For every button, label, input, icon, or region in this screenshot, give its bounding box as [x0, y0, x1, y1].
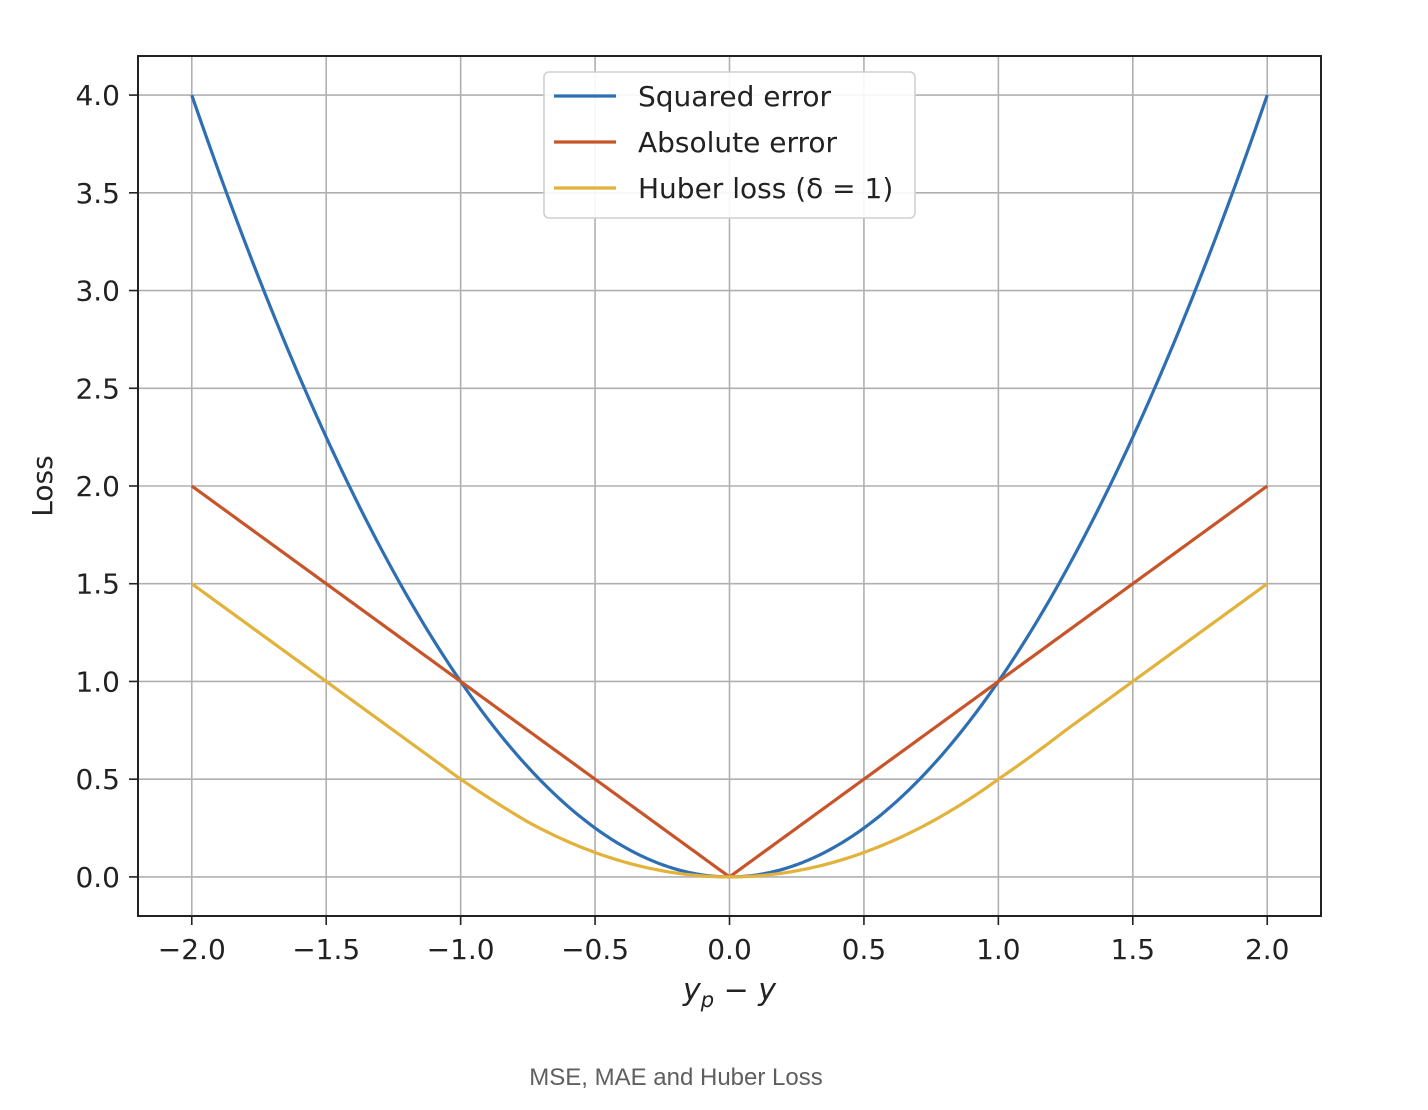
- x-tick-label: 2.0: [1245, 933, 1290, 966]
- x-tick-label: 1.0: [976, 933, 1021, 966]
- x-axis-label-base: y: [682, 973, 702, 1008]
- ticks: −2.0 −1.5 −1.0 −0.5 0.0 0.5 1.0 1.5 2.0 0.0 0.5 1.0…: [75, 79, 1289, 966]
- x-tick-label: −1.0: [427, 933, 495, 966]
- y-tick-label: 3.0: [75, 275, 120, 308]
- series-lines: [190, 94, 1269, 879]
- x-tick-label: −2.0: [158, 933, 226, 966]
- series-line-2: [190, 582, 1269, 879]
- legend-box: [543, 71, 916, 219]
- x-axis-label-rest: − y: [714, 973, 777, 1008]
- y-tick-label: 2.5: [75, 372, 120, 405]
- legend-label: Huber loss (δ = 1): [638, 172, 893, 205]
- figure-caption: MSE, MAE and Huber Loss: [529, 1064, 823, 1091]
- x-tick-label: −1.5: [292, 933, 360, 966]
- x-tick-label: 0.0: [707, 933, 752, 966]
- y-tick-label: 0.0: [75, 861, 120, 894]
- x-tick-label: −0.5: [561, 933, 629, 966]
- legend-label: Squared error: [638, 80, 832, 113]
- y-tick-label: 2.0: [75, 470, 120, 503]
- y-tick-label: 1.5: [75, 568, 120, 601]
- y-axis-label: Loss: [26, 455, 59, 516]
- y-tick-label: 3.5: [75, 177, 120, 210]
- x-tick-label: 1.5: [1111, 933, 1156, 966]
- legend-label: Absolute error: [638, 126, 838, 159]
- y-tick-label: 1.0: [75, 665, 120, 698]
- y-tick-label: 0.5: [75, 763, 120, 796]
- x-axis-label-sub: p: [700, 988, 714, 1012]
- x-axis-label: yp − y: [682, 973, 777, 1012]
- y-tick-label: 4.0: [75, 79, 120, 112]
- loss-comparison-chart: −2.0 −1.5 −1.0 −0.5 0.0 0.5 1.0 1.5 2.0 0.0 0.5 1.0…: [26, 55, 1322, 1012]
- legend: Squared error Absolute error Huber loss (δ…: [543, 71, 916, 219]
- x-tick-label: 0.5: [842, 933, 887, 966]
